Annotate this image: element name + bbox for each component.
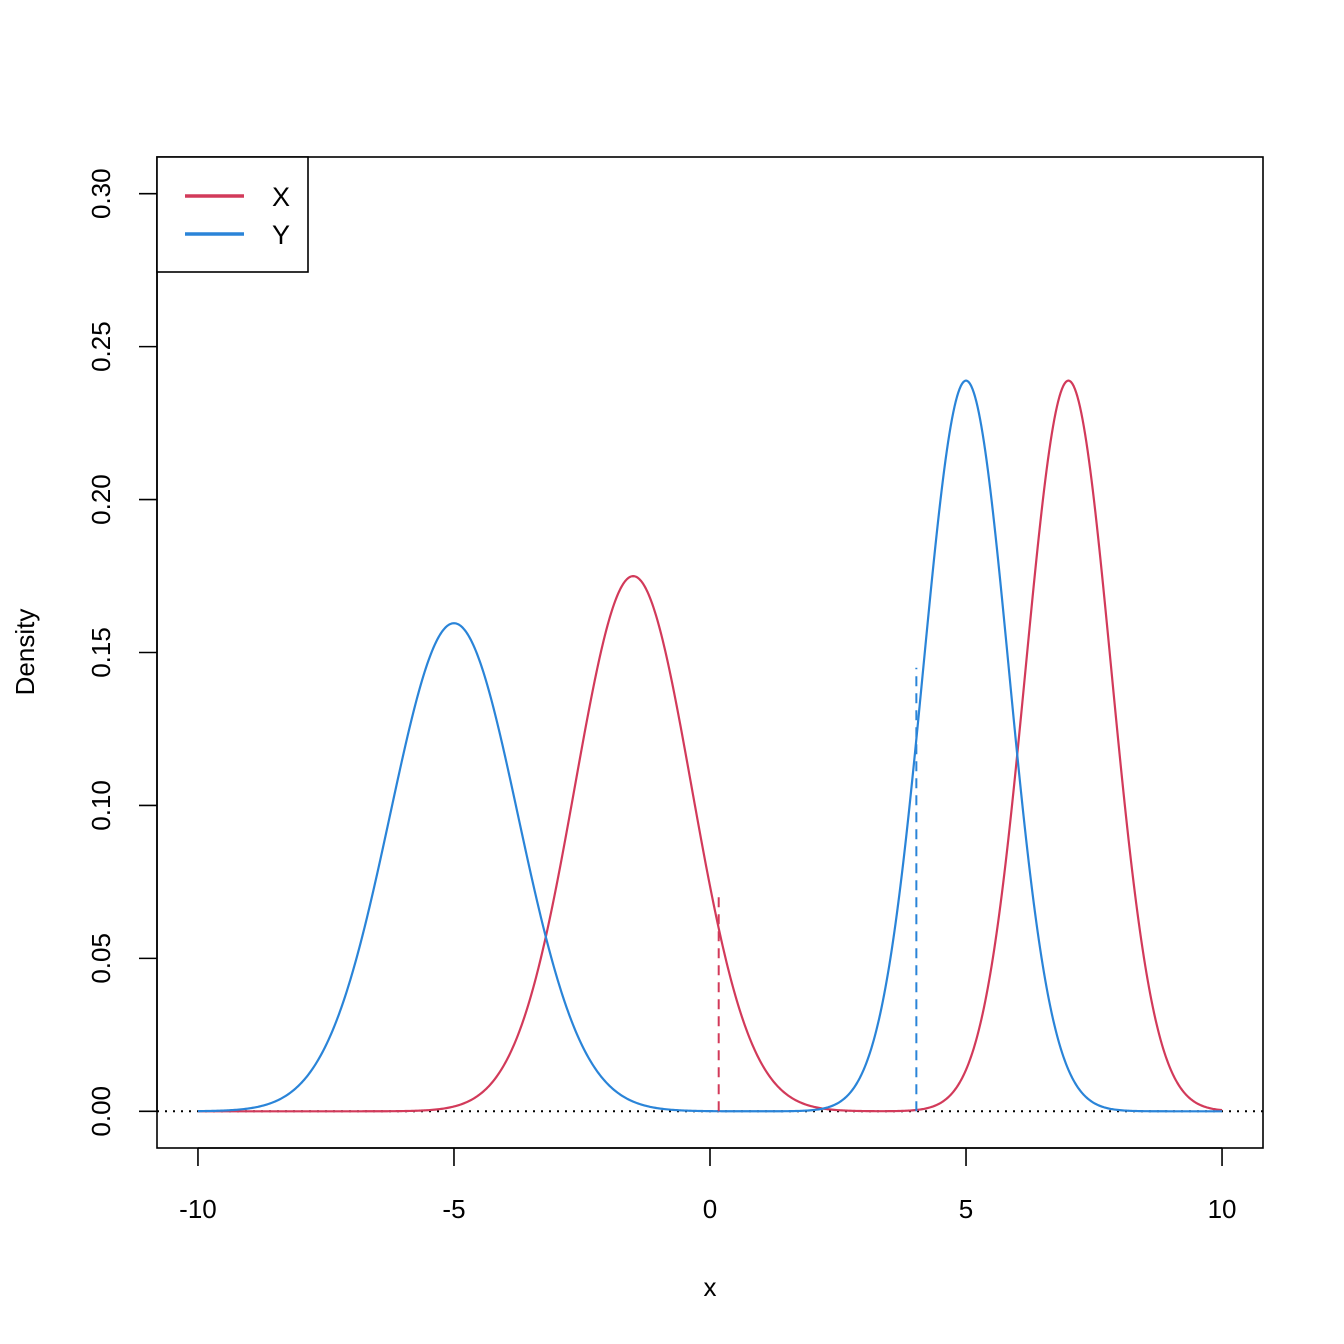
x-axis-label: x <box>704 1272 717 1302</box>
y-tick-label: 0.15 <box>86 627 116 678</box>
x-tick-label: 10 <box>1208 1194 1237 1224</box>
series-x-curve <box>197 379 1223 1113</box>
plot-frame <box>156 156 1264 1149</box>
x-tick-label: 5 <box>959 1194 973 1224</box>
legend-label-y: Y <box>272 220 290 250</box>
y-tick-label: 0.25 <box>86 321 116 372</box>
x-tick-label: -10 <box>179 1194 217 1224</box>
y-tick-label: 0.00 <box>86 1086 116 1137</box>
y-tick-label: 0.30 <box>86 168 116 219</box>
y-tick-label: 0.20 <box>86 474 116 525</box>
series-y-curve <box>197 379 1223 1113</box>
y-axis-label: Density <box>10 609 40 696</box>
legend-box <box>156 156 309 273</box>
series-layer <box>197 379 1223 1113</box>
x-axis: -10 -5 0 5 10 <box>179 1147 1237 1224</box>
y-axis: 0.00 0.05 0.10 0.15 0.20 0.25 0.30 <box>86 168 158 1137</box>
legend: X Y <box>156 156 309 273</box>
x-tick-label: 0 <box>703 1194 717 1224</box>
y-tick-label: 0.10 <box>86 780 116 831</box>
y-tick-label: 0.05 <box>86 933 116 984</box>
x-tick-label: -5 <box>442 1194 465 1224</box>
legend-label-x: X <box>272 182 290 212</box>
marker-layer <box>717 667 918 1112</box>
